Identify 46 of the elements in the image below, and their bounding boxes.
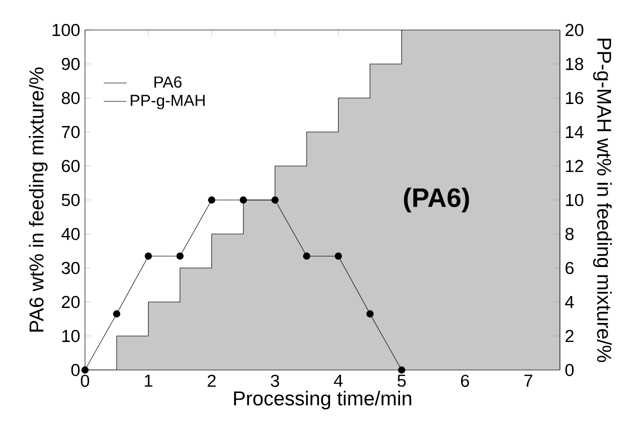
y2-tick-label: 4 xyxy=(565,296,574,308)
y2-tick-label: 18 xyxy=(566,58,584,70)
point xyxy=(271,196,279,204)
point xyxy=(176,252,184,260)
y-tick-label: 90 xyxy=(62,58,80,70)
x-tick-label: 1 xyxy=(144,374,152,387)
legend-label: PA6 xyxy=(154,76,182,88)
x-tick-label: 3 xyxy=(270,374,280,387)
y2-tick-label: 14 xyxy=(566,126,584,138)
point xyxy=(240,196,247,204)
point xyxy=(208,196,216,204)
y-tick-label: 0 xyxy=(71,364,80,376)
point xyxy=(113,310,120,318)
x-tick-label: 6 xyxy=(461,374,470,387)
y2-tick-label: 0 xyxy=(565,364,574,376)
point xyxy=(334,252,342,260)
x-tick-label: 5 xyxy=(398,374,406,387)
y-tick-label: 40 xyxy=(61,228,80,240)
y-tick-label: 70 xyxy=(62,126,80,138)
y-tick-label: 20 xyxy=(62,296,80,308)
point xyxy=(398,366,406,374)
annotation: (PA6) xyxy=(404,188,469,212)
legend-label: PP-g-MAH xyxy=(130,94,205,110)
y-tick-label: 100 xyxy=(52,24,80,36)
x-tick-label: 7 xyxy=(524,374,532,387)
y-tick-label: 50 xyxy=(62,194,80,206)
x-tick-label: 4 xyxy=(334,374,343,387)
y2-tick-label: 2 xyxy=(566,330,574,342)
y2-tick-label: 8 xyxy=(565,228,574,240)
point xyxy=(144,252,152,260)
y-tick-label: 60 xyxy=(62,160,80,172)
x-tick-label: 2 xyxy=(208,374,216,387)
y-axis-title: PA6 wt% in feeding mixture/% xyxy=(28,68,48,332)
y2-tick-label: 20 xyxy=(566,24,584,36)
x-axis-title: Processing time/min xyxy=(234,390,412,410)
y2-tick-label: 10 xyxy=(566,194,584,206)
point xyxy=(303,252,310,260)
y2-axis-title: PP-g-MAH wt% in feeding mixture/% xyxy=(593,38,612,362)
y2-tick-label: 6 xyxy=(566,262,574,274)
point xyxy=(366,310,374,318)
y2-tick-label: 16 xyxy=(566,92,584,104)
y-tick-label: 30 xyxy=(62,262,80,274)
x-tick-label: 0 xyxy=(80,374,90,387)
y-tick-label: 80 xyxy=(62,92,80,104)
y-tick-label: 10 xyxy=(62,330,80,342)
y2-tick-label: 12 xyxy=(566,160,584,172)
